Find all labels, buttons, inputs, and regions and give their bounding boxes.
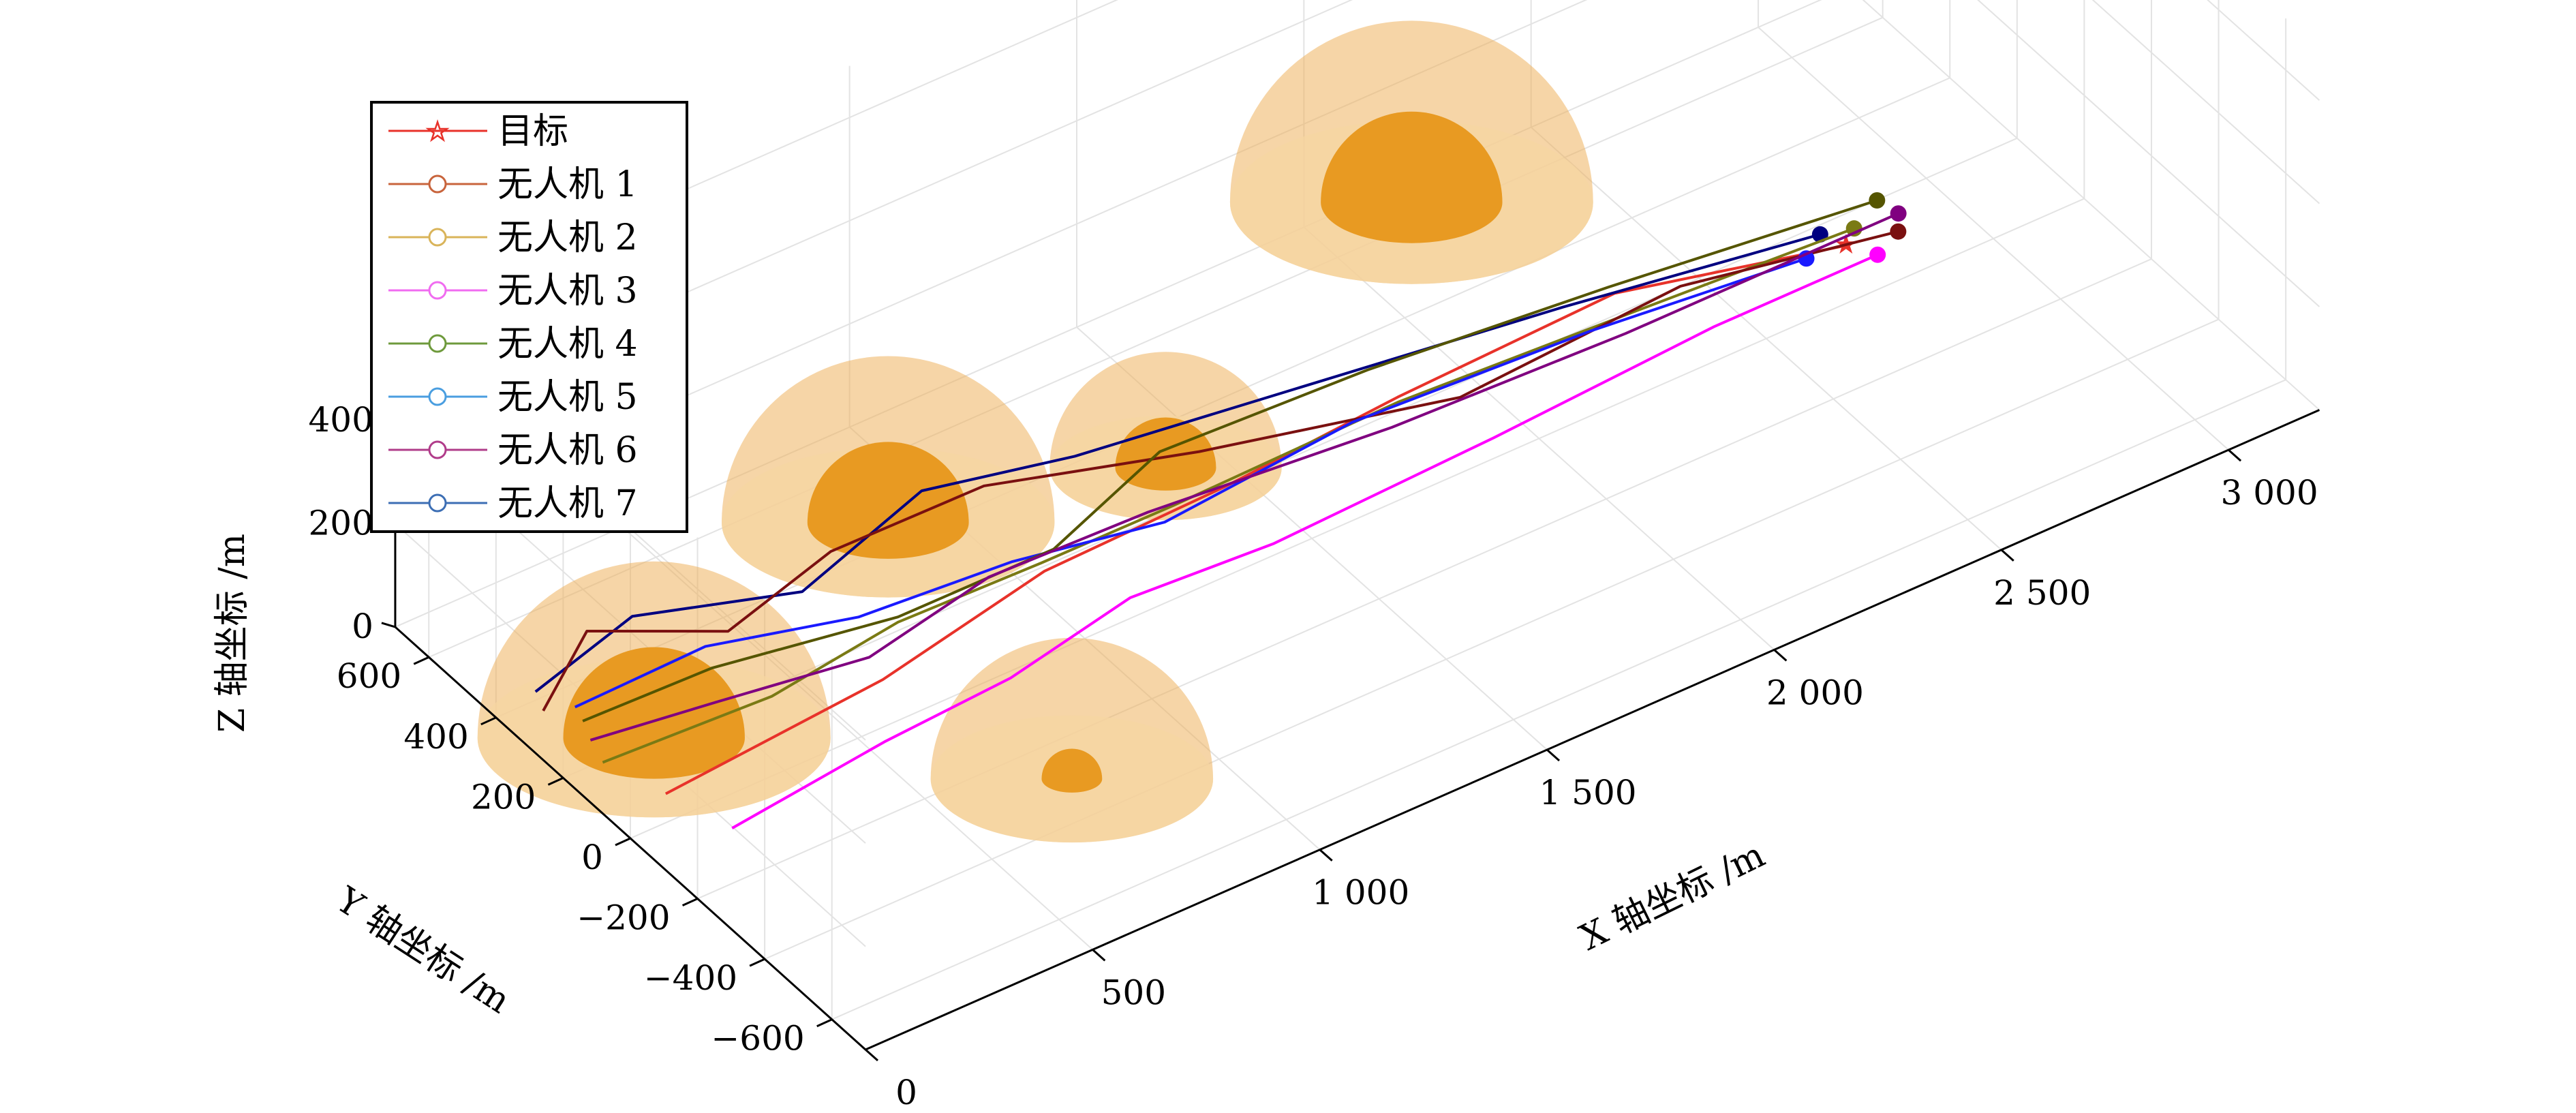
x-tick-label: 500	[1101, 973, 1166, 1012]
axes: 0 500 1 000 1 500 2 000 2 500 3 000 −600 −400 −20…	[309, 265, 2320, 1112]
y-tick	[681, 898, 699, 906]
legend-circle-icon	[428, 387, 447, 406]
grid-line	[428, 16, 1884, 658]
legend-label: 无人机 1	[497, 164, 638, 205]
grid-line	[1977, 0, 2320, 307]
legend-circle-icon	[428, 440, 447, 459]
x-tick	[1546, 748, 1561, 762]
legend-label: 无人机 2	[497, 217, 638, 258]
y-tick	[413, 656, 429, 665]
grid-line	[2207, 0, 2320, 101]
x-tick	[865, 1048, 878, 1062]
trajectory-line	[589, 212, 1899, 742]
x-tick-label: 3 000	[2221, 473, 2318, 513]
obstacle-inner-core	[1041, 748, 1103, 793]
y-tick-label: 0	[581, 838, 603, 877]
grid-line	[764, 318, 2219, 960]
y-tick-label: −200	[577, 898, 670, 938]
legend-label: 无人机 3	[497, 271, 638, 311]
z-tick	[381, 622, 396, 628]
x-tick-label: 1 500	[1539, 773, 1636, 812]
trajectory-line	[542, 230, 1899, 712]
grid-line	[630, 198, 2085, 839]
x-tick-label: 1 000	[1312, 873, 1409, 913]
obstacles	[477, 20, 1593, 843]
axis-line	[865, 409, 2320, 1051]
obstacle-dome	[1229, 20, 1593, 284]
trajectory-line	[582, 199, 1877, 722]
uav-end-marker	[1869, 246, 1886, 263]
legend-item: 无人机 5	[388, 377, 638, 418]
uav-end-marker	[1890, 223, 1907, 240]
y-tick-label: 200	[471, 777, 536, 817]
legend-label: 目标	[497, 111, 568, 152]
grid-line	[2091, 0, 2320, 204]
legend-circle-icon	[428, 174, 447, 194]
legend-circle-icon	[428, 334, 447, 353]
obstacle-dome	[930, 637, 1214, 843]
trajectory-line	[574, 257, 1807, 709]
x-tick	[2228, 448, 2242, 462]
legend-item: 无人机 1	[388, 164, 638, 205]
trajectory-line	[602, 227, 1855, 764]
legend-star-icon: ★	[427, 118, 448, 145]
trajectory-line	[534, 232, 1821, 693]
legend-item: 无人机 6	[388, 430, 638, 471]
z-tick-label: 0	[352, 607, 373, 646]
legend-label: 无人机 5	[497, 377, 638, 418]
y-tick-label: −400	[644, 958, 737, 998]
obstacle-inner-core	[1321, 111, 1503, 243]
x-tick	[1319, 849, 1333, 862]
trajectories: ★	[534, 192, 1907, 829]
legend-label: 无人机 4	[497, 324, 638, 365]
x-tick-label: 0	[895, 1073, 917, 1112]
obstacle-inner-core	[807, 442, 969, 559]
legend-item: 无人机 4	[388, 324, 638, 365]
obstacle-dome	[721, 356, 1055, 598]
legend-label: 无人机 7	[497, 483, 638, 524]
x-tick-label: 2 000	[1766, 673, 1864, 712]
x-tick	[1092, 949, 1106, 962]
z-tick-label: 400	[309, 400, 373, 440]
grid-line	[1862, 0, 2320, 411]
legend-item: ★ 目标	[388, 111, 568, 152]
x-tick	[1773, 649, 1788, 662]
x-axis-label: X 轴坐标 /m	[1574, 834, 1771, 958]
y-tick-label: −600	[711, 1019, 804, 1058]
legend-item: 无人机 3	[388, 271, 638, 311]
y-tick	[615, 837, 631, 847]
z-axis-label: Z 轴坐标 /m	[212, 534, 253, 733]
y-tick	[480, 716, 497, 726]
legend-circle-icon	[428, 281, 447, 300]
y-tick	[816, 1018, 833, 1028]
z-tick-label: 200	[309, 504, 373, 543]
y-tick-label: 400	[403, 717, 468, 757]
legend-box	[370, 101, 688, 533]
x-tick	[2000, 549, 2014, 562]
legend-item: 无人机 2	[388, 217, 638, 258]
legend-item: 无人机 7	[388, 483, 638, 524]
legend-circle-icon	[428, 228, 447, 247]
legend-label: 无人机 6	[497, 430, 638, 471]
uav-end-marker	[1890, 205, 1907, 222]
legend-circle-icon	[428, 493, 447, 513]
x-tick-label: 2 500	[1993, 573, 2091, 613]
uav-end-marker	[1869, 192, 1886, 209]
y-tick	[547, 777, 564, 786]
y-axis-label: Y 轴坐标 /m	[328, 879, 517, 1022]
obstacle-dome	[1049, 352, 1282, 521]
y-tick	[749, 958, 765, 967]
grid-line	[831, 379, 2286, 1020]
y-tick-label: 600	[337, 656, 401, 696]
obstacle-inner-core	[563, 647, 745, 779]
trajectory-line	[731, 253, 1879, 829]
